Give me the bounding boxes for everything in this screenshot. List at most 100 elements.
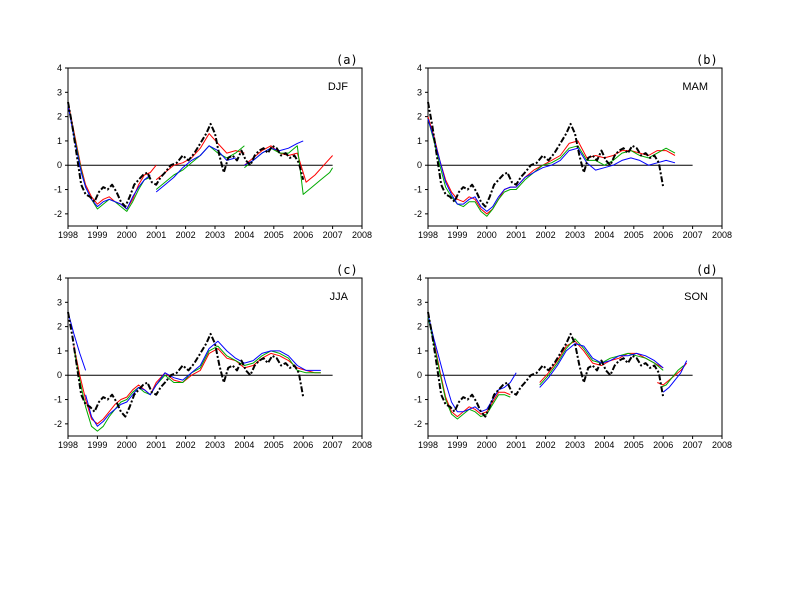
y-tick-label: 3 <box>417 87 422 97</box>
season-label: DJF <box>328 81 348 93</box>
y-tick-label: 4 <box>57 273 62 283</box>
x-tick-label: 2004 <box>234 440 254 450</box>
forecast-series-line <box>539 343 664 388</box>
x-tick-label: 2001 <box>146 440 166 450</box>
season-label: SON <box>684 291 708 303</box>
y-tick-label: -1 <box>54 185 62 195</box>
x-tick-label: 2006 <box>293 440 313 450</box>
forecast-series-line <box>427 118 676 217</box>
x-tick-label: 2005 <box>624 440 644 450</box>
x-tick-label: 2000 <box>477 230 497 240</box>
observed-series-line <box>67 311 305 418</box>
x-tick-label: 2003 <box>205 440 225 450</box>
y-tick-label: 0 <box>417 160 422 170</box>
x-tick-label: 2003 <box>565 230 585 240</box>
plot-frame <box>427 277 723 437</box>
x-tick-label: 2003 <box>205 230 225 240</box>
y-tick-label: 2 <box>417 322 422 332</box>
forecast-series-line <box>427 314 511 418</box>
y-tick-label: 1 <box>417 346 422 356</box>
forecast-series-line <box>155 133 245 181</box>
x-tick-label: 2002 <box>536 230 556 240</box>
y-tick-label: 3 <box>57 87 62 97</box>
x-tick-label: 2001 <box>506 440 526 450</box>
y-tick-label: 0 <box>57 160 62 170</box>
x-tick-label: 2002 <box>536 440 556 450</box>
panel-label: (a) <box>336 53 358 67</box>
y-tick-label: 1 <box>57 136 62 146</box>
y-tick-label: 4 <box>57 63 62 73</box>
season-label: MAM <box>682 81 708 93</box>
forecast-series-line <box>155 145 236 193</box>
forecast-series-line <box>67 311 87 371</box>
x-tick-label: 2008 <box>712 230 732 240</box>
x-tick-label: 2006 <box>653 230 673 240</box>
x-tick-label: 2003 <box>565 440 585 450</box>
x-tick-label: 2008 <box>352 230 372 240</box>
x-tick-label: 1998 <box>58 230 78 240</box>
forecast-series-line <box>85 340 321 427</box>
observed-series-line <box>427 311 665 418</box>
y-tick-label: 3 <box>57 297 62 307</box>
y-tick-label: 3 <box>417 297 422 307</box>
chart-panel-d: 1998 1999 2000 2001 2002 2003 2004 2005 2006 2007… <box>414 263 732 450</box>
x-tick-label: 2008 <box>712 440 732 450</box>
y-tick-label: -2 <box>54 209 62 219</box>
chart-panel-c: 1998 1999 2000 2001 2002 2003 2004 2005 2006 2007… <box>54 263 372 450</box>
y-tick-label: 2 <box>57 322 62 332</box>
panel-label: (d) <box>696 263 718 277</box>
x-tick-label: 1999 <box>447 230 467 240</box>
season-label: JJA <box>330 291 349 303</box>
x-tick-label: 2000 <box>117 440 137 450</box>
y-tick-label: 4 <box>417 273 422 283</box>
x-tick-label: 2006 <box>653 440 673 450</box>
x-tick-label: 1999 <box>87 230 107 240</box>
x-tick-label: 1998 <box>58 440 78 450</box>
forecast-series-line <box>73 345 321 432</box>
forecast-series-line <box>660 365 685 388</box>
y-tick-label: 0 <box>417 370 422 380</box>
x-tick-label: 2001 <box>146 230 166 240</box>
forecast-series-line <box>67 104 151 212</box>
chart-panel-a: 1998 1999 2000 2001 2002 2003 2004 2005 2006 2007… <box>54 53 372 240</box>
forecast-series-line <box>427 316 511 420</box>
y-tick-label: -1 <box>54 395 62 405</box>
forecast-series-line <box>73 346 321 425</box>
forecast-series-line <box>427 118 676 212</box>
x-tick-label: 2004 <box>594 440 614 450</box>
panel-label: (c) <box>336 263 358 277</box>
y-tick-label: -1 <box>414 185 422 195</box>
x-tick-label: 2008 <box>352 440 372 450</box>
y-tick-label: -2 <box>54 419 62 429</box>
x-tick-label: 2005 <box>624 230 644 240</box>
x-tick-label: 2000 <box>477 440 497 450</box>
x-tick-label: 1999 <box>87 440 107 450</box>
x-tick-label: 2001 <box>506 230 526 240</box>
x-tick-label: 1999 <box>447 440 467 450</box>
forecast-series-line <box>67 104 151 210</box>
panel-label: (b) <box>696 53 718 67</box>
forecast-series-line <box>244 140 304 166</box>
x-tick-label: 2004 <box>234 230 254 240</box>
forecast-series-line <box>67 101 157 210</box>
y-tick-label: 1 <box>417 136 422 146</box>
observed-series-line <box>67 101 305 208</box>
plot-frame <box>67 67 363 227</box>
x-tick-label: 2000 <box>117 230 137 240</box>
x-tick-label: 2007 <box>683 440 703 450</box>
x-tick-label: 2007 <box>683 230 703 240</box>
forecast-series-line <box>539 340 664 383</box>
y-tick-label: -2 <box>414 419 422 429</box>
x-tick-label: 2005 <box>264 440 284 450</box>
y-tick-label: -1 <box>414 395 422 405</box>
x-tick-label: 2002 <box>176 440 196 450</box>
x-tick-label: 1998 <box>418 230 438 240</box>
x-tick-label: 1998 <box>418 440 438 450</box>
x-tick-label: 2007 <box>323 230 343 240</box>
y-tick-label: 2 <box>57 112 62 122</box>
forecast-series-line <box>662 360 688 393</box>
x-tick-label: 2004 <box>594 230 614 240</box>
x-tick-label: 2002 <box>176 230 196 240</box>
chart-panel-b: 1998 1999 2000 2001 2002 2003 2004 2005 2006 2007… <box>414 53 732 240</box>
